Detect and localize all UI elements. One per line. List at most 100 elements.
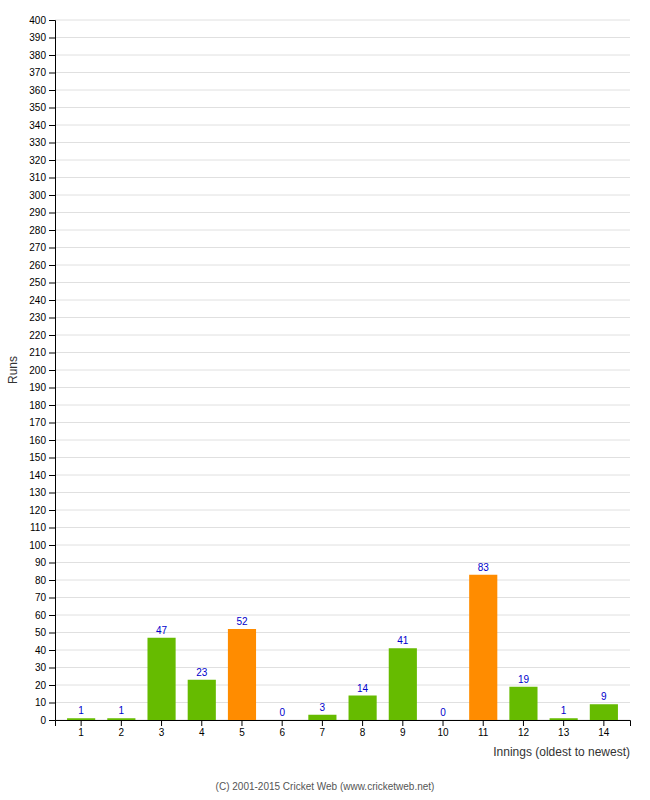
tick-label: 80 (35, 575, 47, 586)
tick: 100 (29, 540, 55, 551)
tick-mark (603, 720, 604, 726)
bar (67, 718, 95, 720)
tick-label: 340 (29, 120, 46, 131)
tick: 1 (78, 720, 84, 738)
grid-line (55, 55, 630, 56)
bar (147, 638, 175, 720)
tick-label: 50 (35, 627, 47, 638)
tick-label: 320 (29, 155, 46, 166)
tick: 380 (29, 50, 55, 61)
grid-line (55, 107, 630, 108)
plot: 1234567891011121314010203040506070809010… (6, 15, 631, 759)
tick-label: 140 (29, 470, 46, 481)
grid-line (55, 177, 630, 178)
tick-mark (49, 370, 55, 371)
tick: 270 (29, 242, 55, 253)
grid-line (55, 702, 630, 703)
grid-line (55, 632, 630, 633)
axis-line (49, 21, 56, 721)
tick-mark (49, 160, 55, 161)
tick-mark (49, 458, 55, 459)
grid-line (55, 440, 630, 441)
tick-mark (49, 108, 55, 109)
tick-mark (49, 580, 55, 581)
x-axis-title: Innings (oldest to newest) (493, 745, 630, 759)
tick-mark (49, 510, 55, 511)
tick: 10 (35, 697, 55, 708)
grid-line (55, 510, 630, 511)
tick-label: 390 (29, 32, 46, 43)
data-label: 1 (78, 705, 84, 716)
tick-mark (483, 720, 484, 726)
footer: (C) 2001-2015 Cricket Web (www.cricketwe… (216, 781, 435, 792)
tick-mark (49, 633, 55, 634)
tick-mark (49, 405, 55, 406)
tick-label: 100 (29, 540, 46, 551)
tick-mark (81, 720, 82, 726)
tick: 160 (29, 435, 55, 446)
tick: 260 (29, 260, 55, 271)
tick-label: 230 (29, 312, 46, 323)
tick-label: 210 (29, 347, 46, 358)
tick: 10 (437, 720, 449, 738)
tick-mark (49, 528, 55, 529)
tick-label: 4 (199, 727, 205, 738)
grid-line (55, 72, 630, 73)
tick: 11 (478, 720, 489, 738)
tick: 50 (35, 627, 55, 638)
tick-mark (49, 703, 55, 704)
tick: 370 (29, 67, 55, 78)
x-axis: 1234567891011121314 (56, 720, 631, 738)
tick-mark (49, 230, 55, 231)
grid-line (55, 282, 630, 283)
tick: 190 (29, 382, 55, 393)
tick-mark (443, 720, 444, 726)
tick-label: 0 (40, 715, 46, 726)
grid-line (55, 230, 630, 231)
tick-mark (49, 195, 55, 196)
tick-mark (49, 668, 55, 669)
data-label: 83 (478, 562, 490, 573)
tick-mark (49, 615, 55, 616)
tick-label: 370 (29, 67, 46, 78)
tick-mark (49, 178, 55, 179)
tick-mark (49, 563, 55, 564)
tick-mark (563, 720, 564, 726)
tick: 170 (29, 417, 55, 428)
tick-mark (49, 248, 55, 249)
grid-line (55, 597, 630, 598)
bar (590, 704, 618, 720)
tick: 60 (35, 610, 55, 621)
tick-label: 6 (279, 727, 285, 738)
grid-line (55, 37, 630, 38)
data-label: 52 (236, 616, 248, 627)
tick-label: 190 (29, 382, 46, 393)
tick: 13 (558, 720, 570, 738)
grid-line (55, 20, 630, 21)
data-label: 14 (357, 683, 369, 694)
data-label: 0 (440, 707, 446, 718)
grid-line (55, 212, 630, 213)
chart: 1234567891011121314010203040506070809010… (0, 0, 650, 800)
tick-mark (49, 475, 55, 476)
grid-line (55, 475, 630, 476)
tick-mark (121, 720, 122, 726)
tick: 340 (29, 120, 55, 131)
tick: 240 (29, 295, 55, 306)
tick-mark (49, 423, 55, 424)
tick-mark (49, 55, 55, 56)
data-label: 0 (279, 707, 285, 718)
tick-mark (49, 545, 55, 546)
tick-label: 30 (35, 662, 47, 673)
tick-mark (241, 720, 242, 726)
data-labels: 114723520314410831919 (78, 562, 607, 718)
tick-mark (49, 20, 55, 21)
grid-line (55, 650, 630, 651)
grid-line (55, 562, 630, 563)
tick: 360 (29, 85, 55, 96)
grid-line (55, 545, 630, 546)
bar (349, 696, 377, 721)
tick-label: 120 (29, 505, 46, 516)
y-axis: 0102030405060708090100110120130140150160… (29, 15, 55, 726)
tick: 14 (598, 720, 610, 738)
